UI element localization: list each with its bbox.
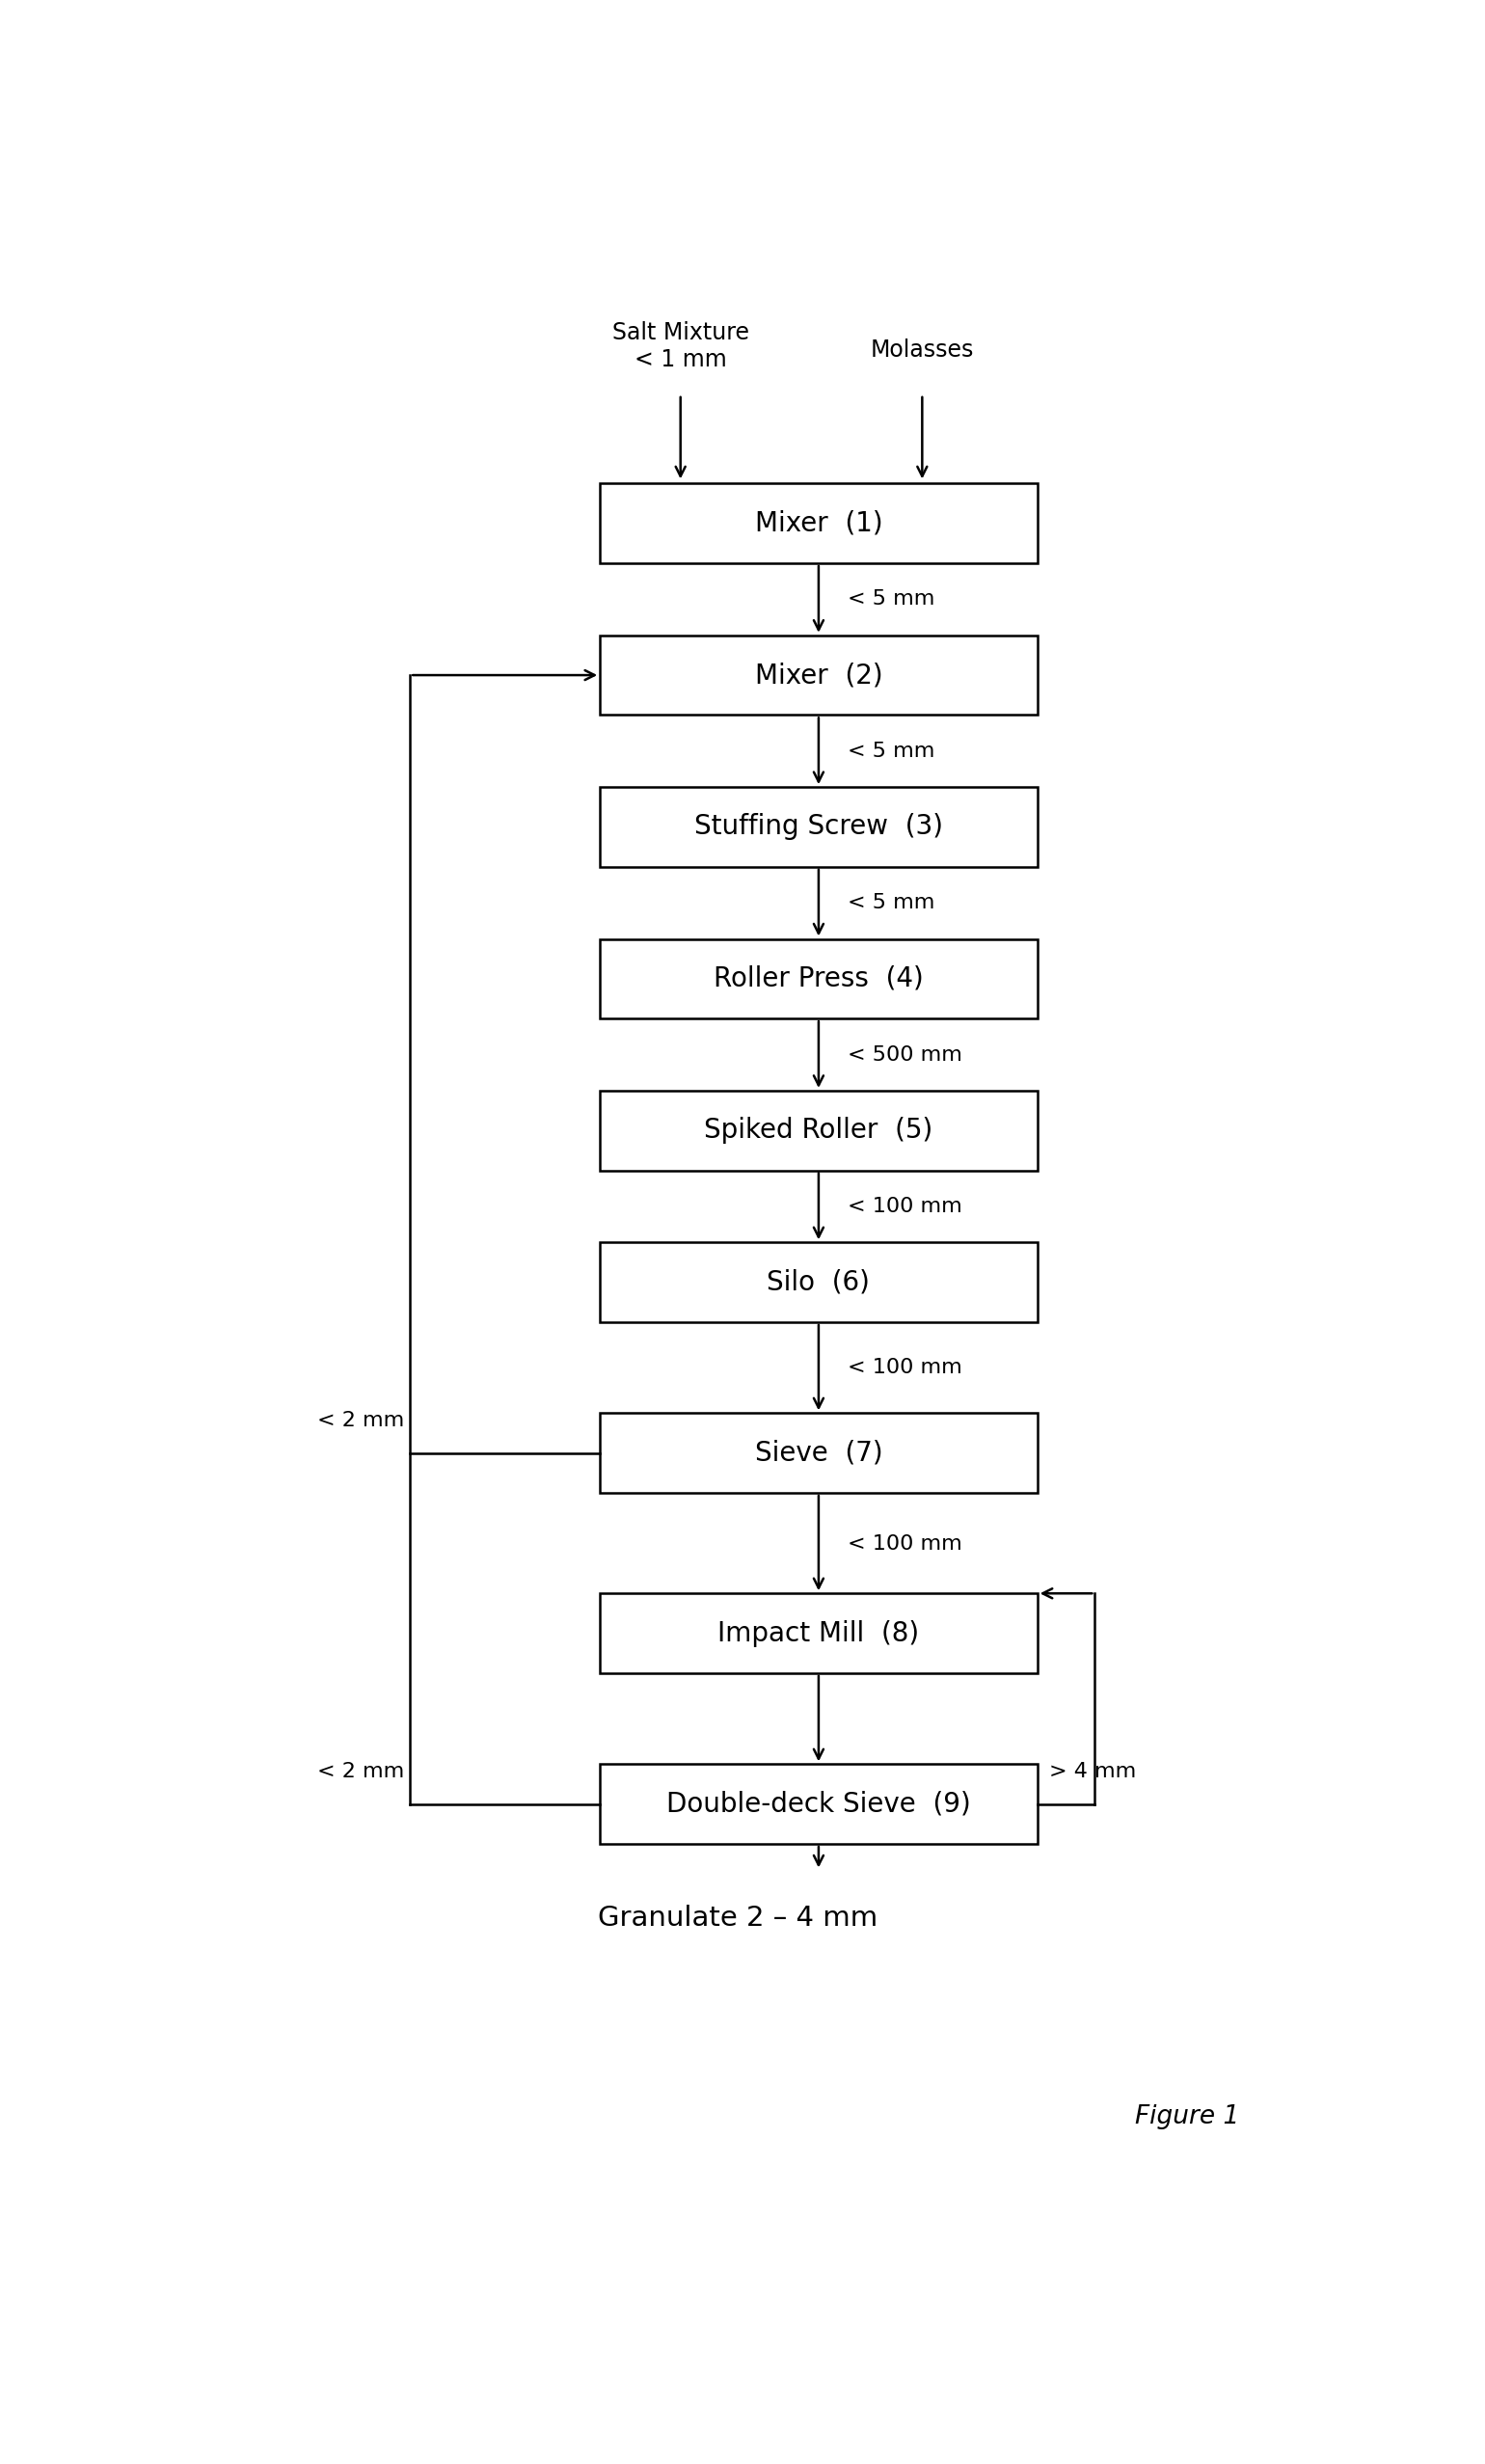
Text: < 500 mm: < 500 mm bbox=[848, 1045, 962, 1064]
Text: < 100 mm: < 100 mm bbox=[848, 1198, 962, 1217]
Text: Stuffing Screw  (3): Stuffing Screw (3) bbox=[693, 813, 943, 840]
Text: Silo  (6): Silo (6) bbox=[768, 1269, 870, 1296]
Text: < 5 mm: < 5 mm bbox=[848, 742, 934, 761]
Text: Figure 1: Figure 1 bbox=[1135, 2104, 1238, 2129]
Text: Double-deck Sieve  (9): Double-deck Sieve (9) bbox=[667, 1791, 971, 1818]
Text: Mixer  (1): Mixer (1) bbox=[754, 510, 882, 537]
FancyBboxPatch shape bbox=[600, 786, 1037, 867]
Text: Roller Press  (4): Roller Press (4) bbox=[714, 966, 924, 993]
Text: < 100 mm: < 100 mm bbox=[848, 1358, 962, 1377]
Text: < 2 mm: < 2 mm bbox=[318, 1762, 404, 1781]
Text: Impact Mill  (8): Impact Mill (8) bbox=[717, 1619, 919, 1646]
FancyBboxPatch shape bbox=[600, 1764, 1037, 1843]
Text: Sieve  (7): Sieve (7) bbox=[754, 1439, 882, 1466]
FancyBboxPatch shape bbox=[600, 1242, 1037, 1323]
Text: < 2 mm: < 2 mm bbox=[318, 1412, 404, 1429]
FancyBboxPatch shape bbox=[600, 1594, 1037, 1673]
Text: Granulate 2 – 4 mm: Granulate 2 – 4 mm bbox=[598, 1905, 878, 1932]
Text: Salt Mixture
< 1 mm: Salt Mixture < 1 mm bbox=[612, 323, 748, 372]
Text: Spiked Roller  (5): Spiked Roller (5) bbox=[704, 1116, 933, 1143]
FancyBboxPatch shape bbox=[600, 483, 1037, 564]
Text: Mixer  (2): Mixer (2) bbox=[754, 663, 882, 687]
FancyBboxPatch shape bbox=[600, 1092, 1037, 1170]
FancyBboxPatch shape bbox=[600, 939, 1037, 1018]
Text: Molasses: Molasses bbox=[870, 340, 974, 362]
Text: < 100 mm: < 100 mm bbox=[848, 1535, 962, 1555]
Text: < 5 mm: < 5 mm bbox=[848, 589, 934, 609]
FancyBboxPatch shape bbox=[600, 1414, 1037, 1493]
FancyBboxPatch shape bbox=[600, 636, 1037, 715]
Text: < 5 mm: < 5 mm bbox=[848, 892, 934, 912]
Text: > 4 mm: > 4 mm bbox=[1048, 1762, 1136, 1781]
